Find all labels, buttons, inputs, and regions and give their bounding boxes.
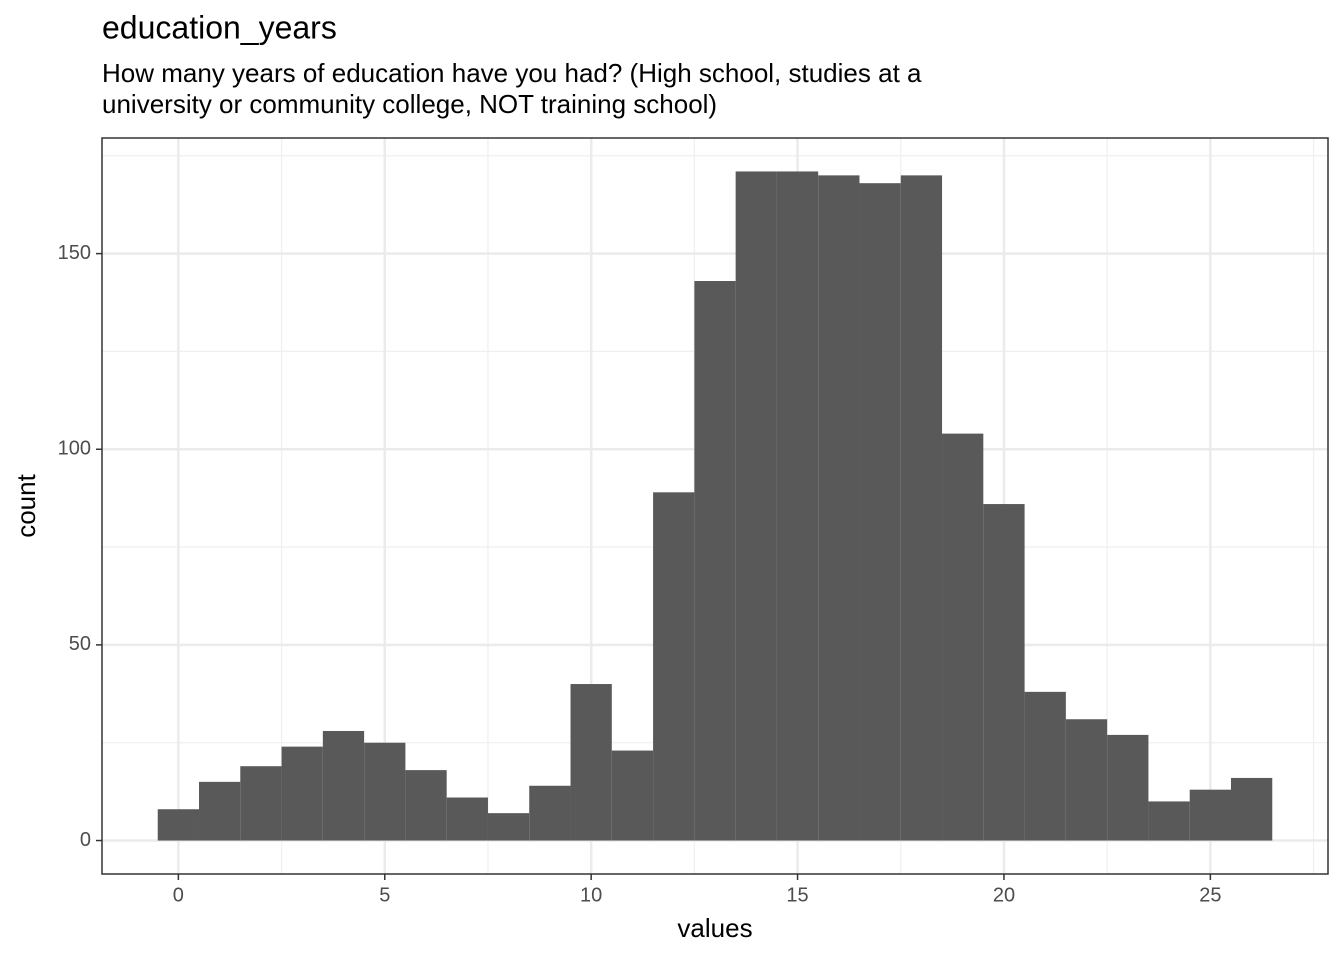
bar bbox=[1148, 801, 1190, 841]
bar bbox=[611, 750, 654, 841]
x-tick-label: 20 bbox=[993, 884, 1015, 906]
chart-subtitle: How many years of education have you had… bbox=[102, 58, 922, 88]
bar bbox=[199, 781, 241, 841]
bar bbox=[1189, 789, 1231, 841]
x-axis-label: values bbox=[677, 913, 752, 943]
bar bbox=[694, 281, 736, 841]
bar bbox=[1024, 691, 1066, 841]
bar bbox=[487, 813, 530, 841]
x-tick-label: 0 bbox=[173, 884, 184, 906]
y-tick-label: 50 bbox=[69, 633, 91, 655]
bar bbox=[942, 433, 984, 841]
x-tick-label: 25 bbox=[1199, 884, 1221, 906]
bar bbox=[859, 183, 901, 841]
x-tick-label: 5 bbox=[379, 884, 390, 906]
chart-title: education_years bbox=[102, 9, 337, 45]
bar bbox=[818, 175, 860, 841]
bar bbox=[240, 766, 282, 841]
chart-subtitle: university or community college, NOT tra… bbox=[102, 89, 717, 119]
bar bbox=[1230, 777, 1273, 841]
x-tick-label: 10 bbox=[580, 884, 602, 906]
y-tick-label: 100 bbox=[58, 438, 91, 460]
bar bbox=[983, 504, 1025, 841]
bar bbox=[653, 492, 695, 841]
y-axis-label: count bbox=[11, 473, 41, 537]
bar bbox=[900, 175, 943, 841]
bar bbox=[157, 809, 200, 841]
y-tick-label: 150 bbox=[58, 242, 91, 264]
y-tick-label: 0 bbox=[80, 829, 91, 851]
bar bbox=[322, 730, 365, 841]
bar bbox=[446, 797, 488, 841]
bar bbox=[405, 770, 447, 841]
bar bbox=[1107, 734, 1149, 841]
x-tick-label: 15 bbox=[786, 884, 808, 906]
bar bbox=[529, 785, 571, 841]
bar bbox=[776, 171, 819, 841]
bar bbox=[570, 684, 612, 841]
bar bbox=[281, 746, 323, 841]
panel-border bbox=[101, 137, 1329, 875]
bar bbox=[364, 742, 406, 841]
bar bbox=[1065, 719, 1108, 841]
bar bbox=[735, 171, 777, 841]
